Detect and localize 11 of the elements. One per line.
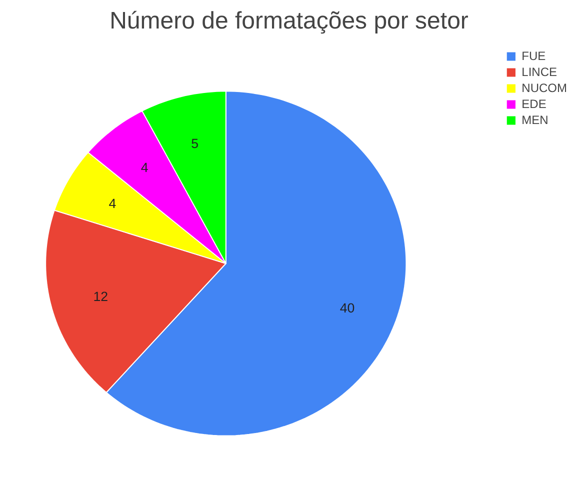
- chart-title: Número de formatações por setor: [110, 8, 468, 34]
- data-label: 12: [93, 289, 108, 304]
- legend-label: MEN: [522, 113, 548, 127]
- legend-label: FUE: [522, 49, 546, 63]
- data-label: 4: [140, 160, 149, 175]
- legend-label: EDE: [522, 97, 546, 111]
- data-label: 5: [191, 136, 199, 152]
- legend-label: LINCE: [522, 65, 558, 79]
- data-label: 40: [340, 300, 355, 316]
- legend-label: NUCOM: [522, 81, 567, 95]
- data-label: 4: [108, 196, 117, 212]
